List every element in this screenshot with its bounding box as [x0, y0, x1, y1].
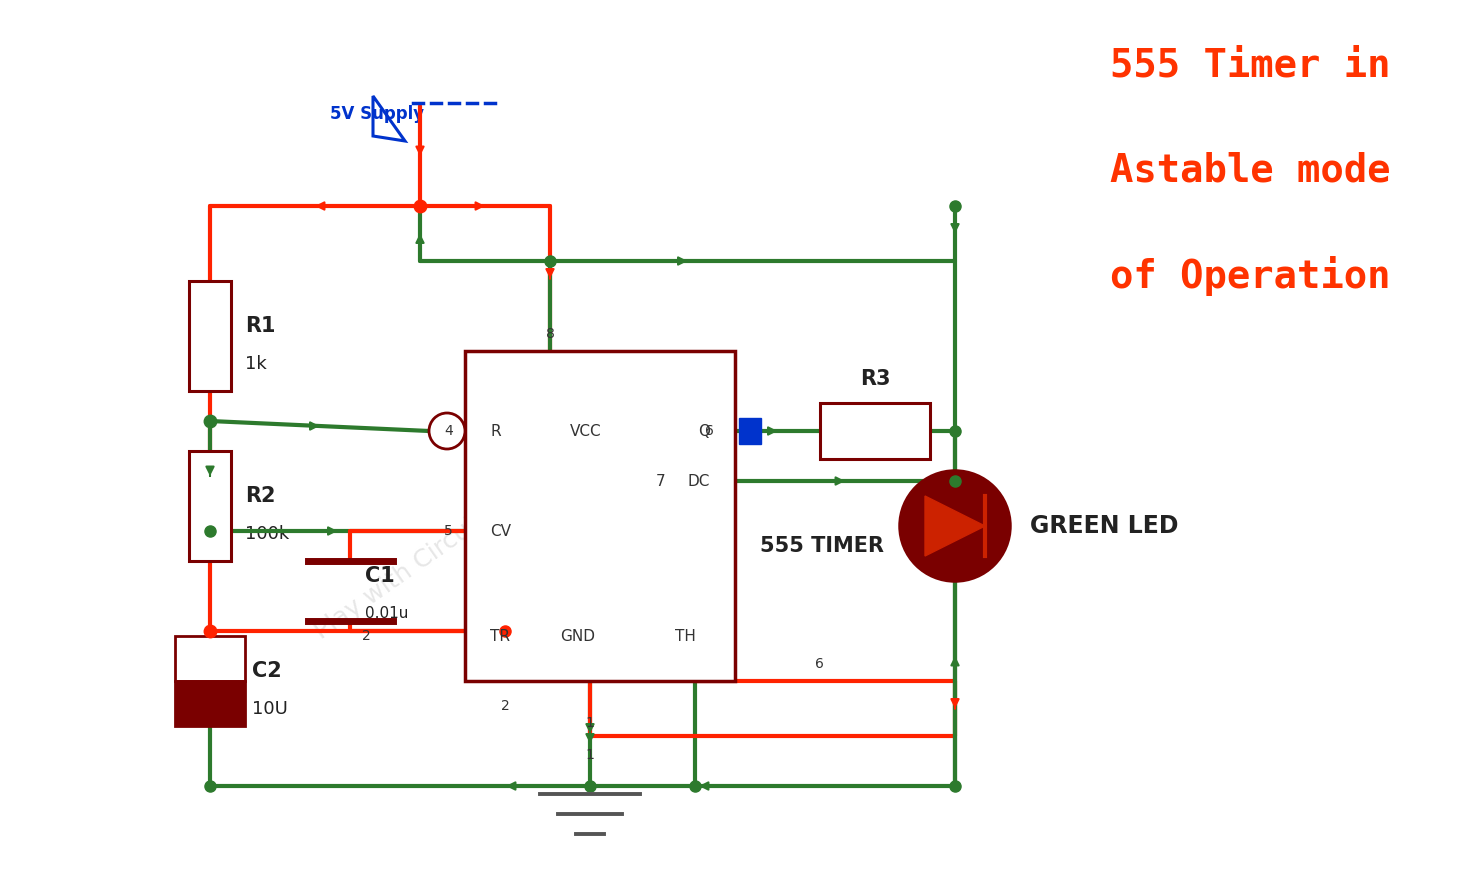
Text: 6: 6: [706, 424, 714, 438]
Bar: [465, 351, 735, 681]
Text: 100R: 100R: [853, 402, 896, 420]
Text: 6: 6: [815, 657, 824, 671]
Text: 4: 4: [444, 424, 453, 438]
Polygon shape: [925, 496, 984, 556]
Text: 1: 1: [586, 716, 595, 730]
Text: 100k: 100k: [245, 525, 289, 543]
Text: TH: TH: [675, 628, 695, 643]
Bar: [189, 281, 232, 391]
Text: 1: 1: [586, 748, 595, 762]
Text: R: R: [490, 424, 500, 438]
Text: GND: GND: [559, 628, 595, 643]
Bar: [176, 636, 245, 681]
Text: DC: DC: [688, 473, 710, 488]
Circle shape: [430, 413, 465, 449]
Text: GREEN LED: GREEN LED: [1030, 514, 1178, 538]
Text: TR: TR: [490, 628, 511, 643]
Text: 555 Timer in: 555 Timer in: [1110, 46, 1390, 84]
Text: 5V Supply: 5V Supply: [331, 105, 424, 123]
Text: C2: C2: [252, 661, 282, 681]
Text: 3: 3: [747, 424, 756, 438]
Text: R1: R1: [245, 316, 276, 336]
Text: Play with Circuit: Play with Circuit: [310, 508, 490, 643]
Text: 1k: 1k: [245, 355, 267, 373]
Text: of Operation: of Operation: [1110, 256, 1390, 296]
Text: 8: 8: [546, 327, 555, 341]
Text: 7: 7: [655, 473, 666, 488]
Text: Q: Q: [698, 424, 710, 438]
Bar: [739, 418, 762, 444]
Text: 2: 2: [500, 699, 509, 713]
Text: CV: CV: [490, 523, 511, 538]
Text: 555 TIMER: 555 TIMER: [760, 536, 884, 556]
Text: R3: R3: [859, 369, 890, 389]
Bar: [176, 681, 245, 726]
Text: 5: 5: [444, 524, 453, 538]
Text: R2: R2: [245, 486, 276, 506]
Text: C1: C1: [365, 566, 394, 586]
Text: VCC: VCC: [570, 424, 602, 438]
Bar: [821, 403, 930, 459]
Text: Astable mode: Astable mode: [1110, 151, 1390, 189]
Circle shape: [900, 471, 1010, 581]
Bar: [189, 451, 232, 561]
Text: 2: 2: [362, 629, 370, 643]
Text: 0.01u: 0.01u: [365, 606, 409, 621]
Text: 10U: 10U: [252, 700, 288, 718]
